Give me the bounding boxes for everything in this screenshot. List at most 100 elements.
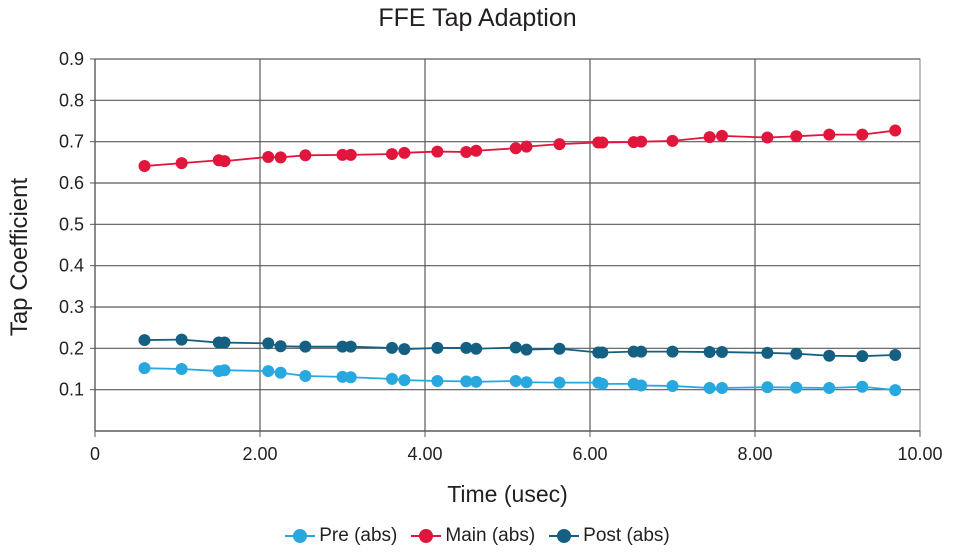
data-point	[520, 343, 533, 356]
data-point	[274, 366, 287, 379]
axes	[90, 58, 921, 437]
data-point	[299, 370, 312, 383]
data-point	[344, 148, 357, 161]
data-point	[553, 342, 566, 355]
y-tick-label: 0.3	[59, 297, 84, 317]
data-point	[596, 377, 609, 390]
data-point	[431, 374, 444, 387]
data-point	[175, 333, 188, 346]
data-point	[460, 375, 473, 388]
data-point	[889, 124, 902, 137]
series-pre	[138, 362, 902, 397]
legend-label-pre: Pre (abs)	[319, 525, 398, 546]
data-point	[336, 340, 349, 353]
grid-lines	[95, 58, 920, 431]
data-point	[470, 342, 483, 355]
x-tick-label: 8.00	[737, 444, 772, 464]
data-point	[460, 146, 473, 158]
y-tick-label: 0.5	[59, 214, 84, 234]
data-series	[138, 124, 902, 397]
data-point	[553, 138, 566, 151]
data-point	[398, 374, 411, 387]
x-tick-label: 6.00	[572, 444, 607, 464]
data-point	[716, 346, 728, 359]
data-point	[344, 340, 357, 353]
data-point	[460, 341, 473, 354]
data-point	[386, 372, 398, 385]
series-post	[138, 333, 902, 363]
data-point	[431, 145, 444, 158]
y-tick-label: 0.8	[59, 90, 84, 110]
data-point	[336, 148, 349, 161]
legend-label-main: Main (abs)	[445, 525, 536, 546]
data-point	[274, 151, 287, 164]
data-point	[138, 334, 151, 347]
data-point	[823, 349, 836, 362]
data-point	[596, 136, 609, 149]
data-point	[596, 346, 609, 359]
data-point	[553, 376, 566, 389]
data-point	[666, 379, 679, 392]
legend-marker-post	[549, 528, 580, 544]
tick-labels: 0.1 0.2 0.3 0.4 0.5 0.6 0.7 0.8 0.9 0 2.00 4.00 6.00…	[59, 49, 943, 464]
y-tick-label: 0.1	[59, 380, 84, 400]
data-point	[703, 346, 716, 359]
y-tick-label: 0.2	[59, 338, 84, 358]
x-tick-label: 4.00	[407, 444, 442, 464]
legend-label-post: Post (abs)	[583, 525, 670, 546]
series-main	[138, 124, 902, 173]
legend-marker-pre	[285, 528, 316, 544]
data-point	[666, 134, 679, 147]
data-point	[344, 371, 357, 384]
data-point	[520, 376, 533, 389]
data-point	[790, 381, 803, 394]
data-point	[856, 350, 869, 363]
y-axis-label-text: Tap Coefficient	[6, 177, 33, 337]
data-point	[175, 157, 188, 170]
data-point	[470, 375, 483, 388]
data-point	[790, 130, 803, 143]
data-point	[138, 160, 151, 173]
data-point	[823, 128, 836, 141]
data-point	[823, 382, 836, 395]
y-tick-label: 0.9	[59, 49, 84, 69]
data-point	[716, 382, 728, 395]
data-point	[761, 346, 774, 359]
data-point	[856, 128, 869, 141]
x-tick-label: 0	[90, 444, 100, 464]
x-tick-label: 10.00	[897, 444, 942, 464]
data-point	[299, 149, 312, 162]
data-point	[509, 374, 522, 387]
chart-title: FFE Tap Adaption	[378, 4, 577, 32]
data-point	[889, 384, 902, 397]
data-point	[262, 150, 275, 163]
data-point	[299, 340, 312, 353]
y-tick-label: 0.4	[59, 256, 84, 276]
data-point	[520, 140, 533, 153]
data-point	[790, 347, 803, 360]
data-point	[889, 348, 902, 361]
data-point	[262, 337, 275, 350]
y-tick-label: 0.7	[59, 132, 84, 152]
data-point	[218, 364, 231, 377]
data-point	[666, 345, 679, 358]
x-tick-label: 2.00	[242, 444, 277, 464]
data-point	[761, 131, 774, 144]
legend-item-main: Main (abs)	[411, 525, 535, 547]
data-point	[175, 363, 188, 375]
data-point	[635, 345, 648, 358]
legend-marker-main	[411, 528, 442, 544]
data-point	[262, 365, 275, 378]
data-point	[509, 341, 522, 354]
data-point	[635, 379, 648, 392]
data-point	[703, 382, 716, 395]
data-point	[398, 146, 411, 159]
y-tick-label: 0.6	[59, 173, 84, 193]
data-point	[470, 144, 483, 157]
data-point	[635, 135, 648, 148]
legend: Pre (abs) Main (abs) Post (abs)	[0, 525, 955, 547]
plot-area	[94, 58, 921, 432]
data-point	[386, 148, 398, 161]
data-point	[386, 341, 398, 354]
